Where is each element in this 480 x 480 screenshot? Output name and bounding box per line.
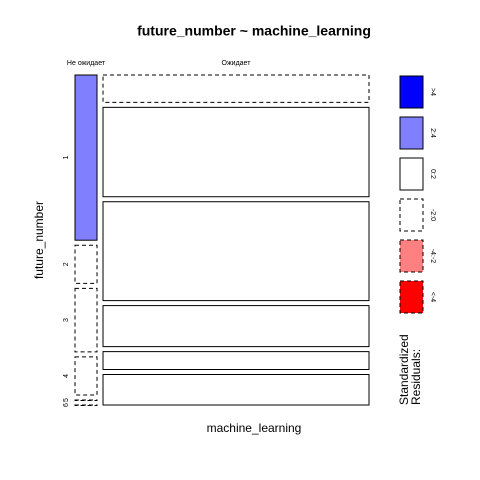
legend-label: 0:2 — [429, 169, 436, 179]
y-category-label: 6 — [63, 403, 70, 407]
y-category-label: 1 — [63, 156, 70, 160]
mosaic-tile — [74, 287, 98, 353]
legend-swatch — [399, 116, 424, 150]
legend-label: -2:0 — [429, 209, 436, 221]
y-category-label: 4 — [63, 374, 70, 378]
mosaic-tile — [102, 351, 370, 371]
legend-swatch — [399, 280, 424, 314]
mosaic-tile — [74, 399, 98, 401]
x-category-label: Ожидает — [222, 60, 252, 67]
y-category-label: 3 — [63, 318, 70, 322]
mosaic-tile — [74, 244, 98, 284]
legend-label: 2:4 — [429, 128, 436, 138]
legend-title: Standardized — [397, 334, 411, 405]
legend-label: >4 — [429, 88, 436, 96]
legend-swatch — [399, 157, 424, 191]
mosaic-tile — [102, 305, 370, 348]
legend-swatch — [399, 198, 424, 232]
legend-label: <-4 — [429, 292, 436, 302]
mosaic-tile — [74, 74, 98, 241]
mosaic-tile — [74, 404, 98, 406]
y-axis-label: future_number — [32, 201, 46, 279]
legend-title: Residuals: — [409, 349, 423, 405]
legend-swatch — [399, 75, 424, 109]
legend-label: -4:-2 — [429, 249, 436, 264]
legend-swatch — [399, 239, 424, 273]
x-axis-label: machine_learning — [207, 421, 302, 435]
mosaic-tile — [74, 356, 98, 396]
mosaic-tile — [102, 201, 370, 302]
y-category-label: 5 — [63, 398, 70, 402]
chart-title: future_number ~ machine_learning — [137, 23, 371, 39]
mosaic-tile — [102, 374, 370, 406]
mosaic-tile — [102, 74, 370, 103]
mosaic-tile — [102, 106, 370, 198]
y-category-label: 2 — [63, 262, 70, 266]
x-category-label: Не ожидает — [67, 60, 106, 67]
